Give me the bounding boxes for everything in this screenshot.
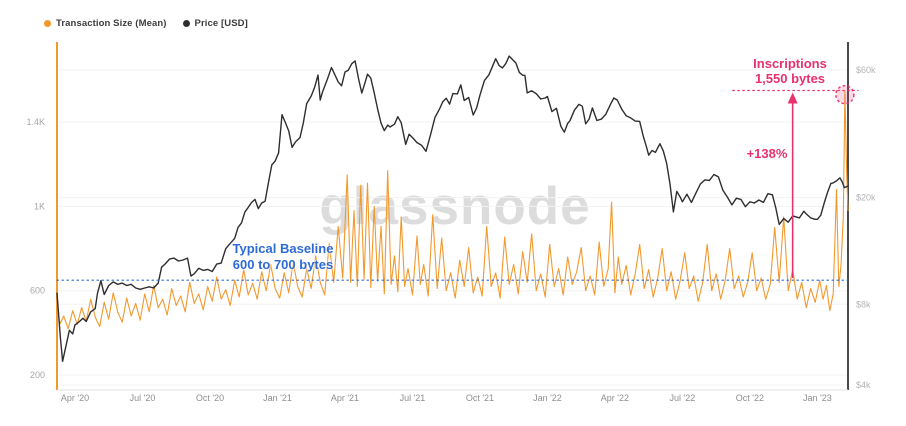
increase-arrow-head (787, 92, 798, 104)
spike-highlight-circle (835, 84, 855, 105)
inscriptions-title: Inscriptions (753, 56, 827, 71)
x-tick-label: Jul '22 (670, 393, 696, 403)
baseline-subtitle: 600 to 700 bytes (232, 257, 334, 272)
legend-item-price[interactable]: Price [USD] (182, 18, 248, 29)
x-tick-label: Apr '22 (601, 393, 629, 403)
x-tick-label: Oct '21 (466, 393, 494, 403)
x-tick-label: Oct '20 (196, 393, 224, 403)
right-tick-label: $60k (856, 65, 876, 75)
legend-dot-price (182, 20, 190, 27)
left-tick-label: 600 (30, 286, 45, 296)
legend-label-transaction-size: Transaction Size (Mean) (56, 18, 167, 29)
x-tick-label: Apr '20 (61, 393, 89, 403)
chart-legend: Transaction Size (Mean) Price [USD] (44, 18, 248, 29)
right-tick-label: $8k (856, 299, 871, 309)
x-tick-label: Jan '23 (803, 393, 832, 403)
x-tick-label: Jul '21 (400, 393, 426, 403)
left-tick-label: 1K (34, 201, 45, 211)
right-tick-label: $4k (856, 380, 871, 390)
x-tick-label: Jan '21 (263, 393, 292, 403)
right-tick-label: $20k (856, 193, 876, 203)
x-tick-label: Apr '21 (331, 393, 359, 403)
legend-item-transaction-size[interactable]: Transaction Size (Mean) (44, 18, 167, 29)
legend-dot-transaction-size (44, 20, 51, 27)
percent-change-label: +138% (746, 146, 788, 161)
left-tick-label: 200 (30, 370, 45, 380)
legend-label-price: Price [USD] (194, 18, 248, 29)
x-tick-label: Jul '20 (130, 393, 156, 403)
inscriptions-annotation: Inscriptions 1,550 bytes (720, 56, 860, 86)
series-line-transaction-size (56, 90, 849, 330)
x-tick-label: Jan '22 (533, 393, 562, 403)
baseline-title: Typical Baseline (232, 241, 334, 256)
left-tick-label: 1.4K (26, 117, 45, 127)
series-line-price (56, 55, 849, 362)
baseline-annotation: Typical Baseline 600 to 700 bytes (198, 241, 368, 273)
inscriptions-subtitle: 1,550 bytes (754, 71, 826, 86)
x-tick-label: Oct '22 (736, 393, 764, 403)
